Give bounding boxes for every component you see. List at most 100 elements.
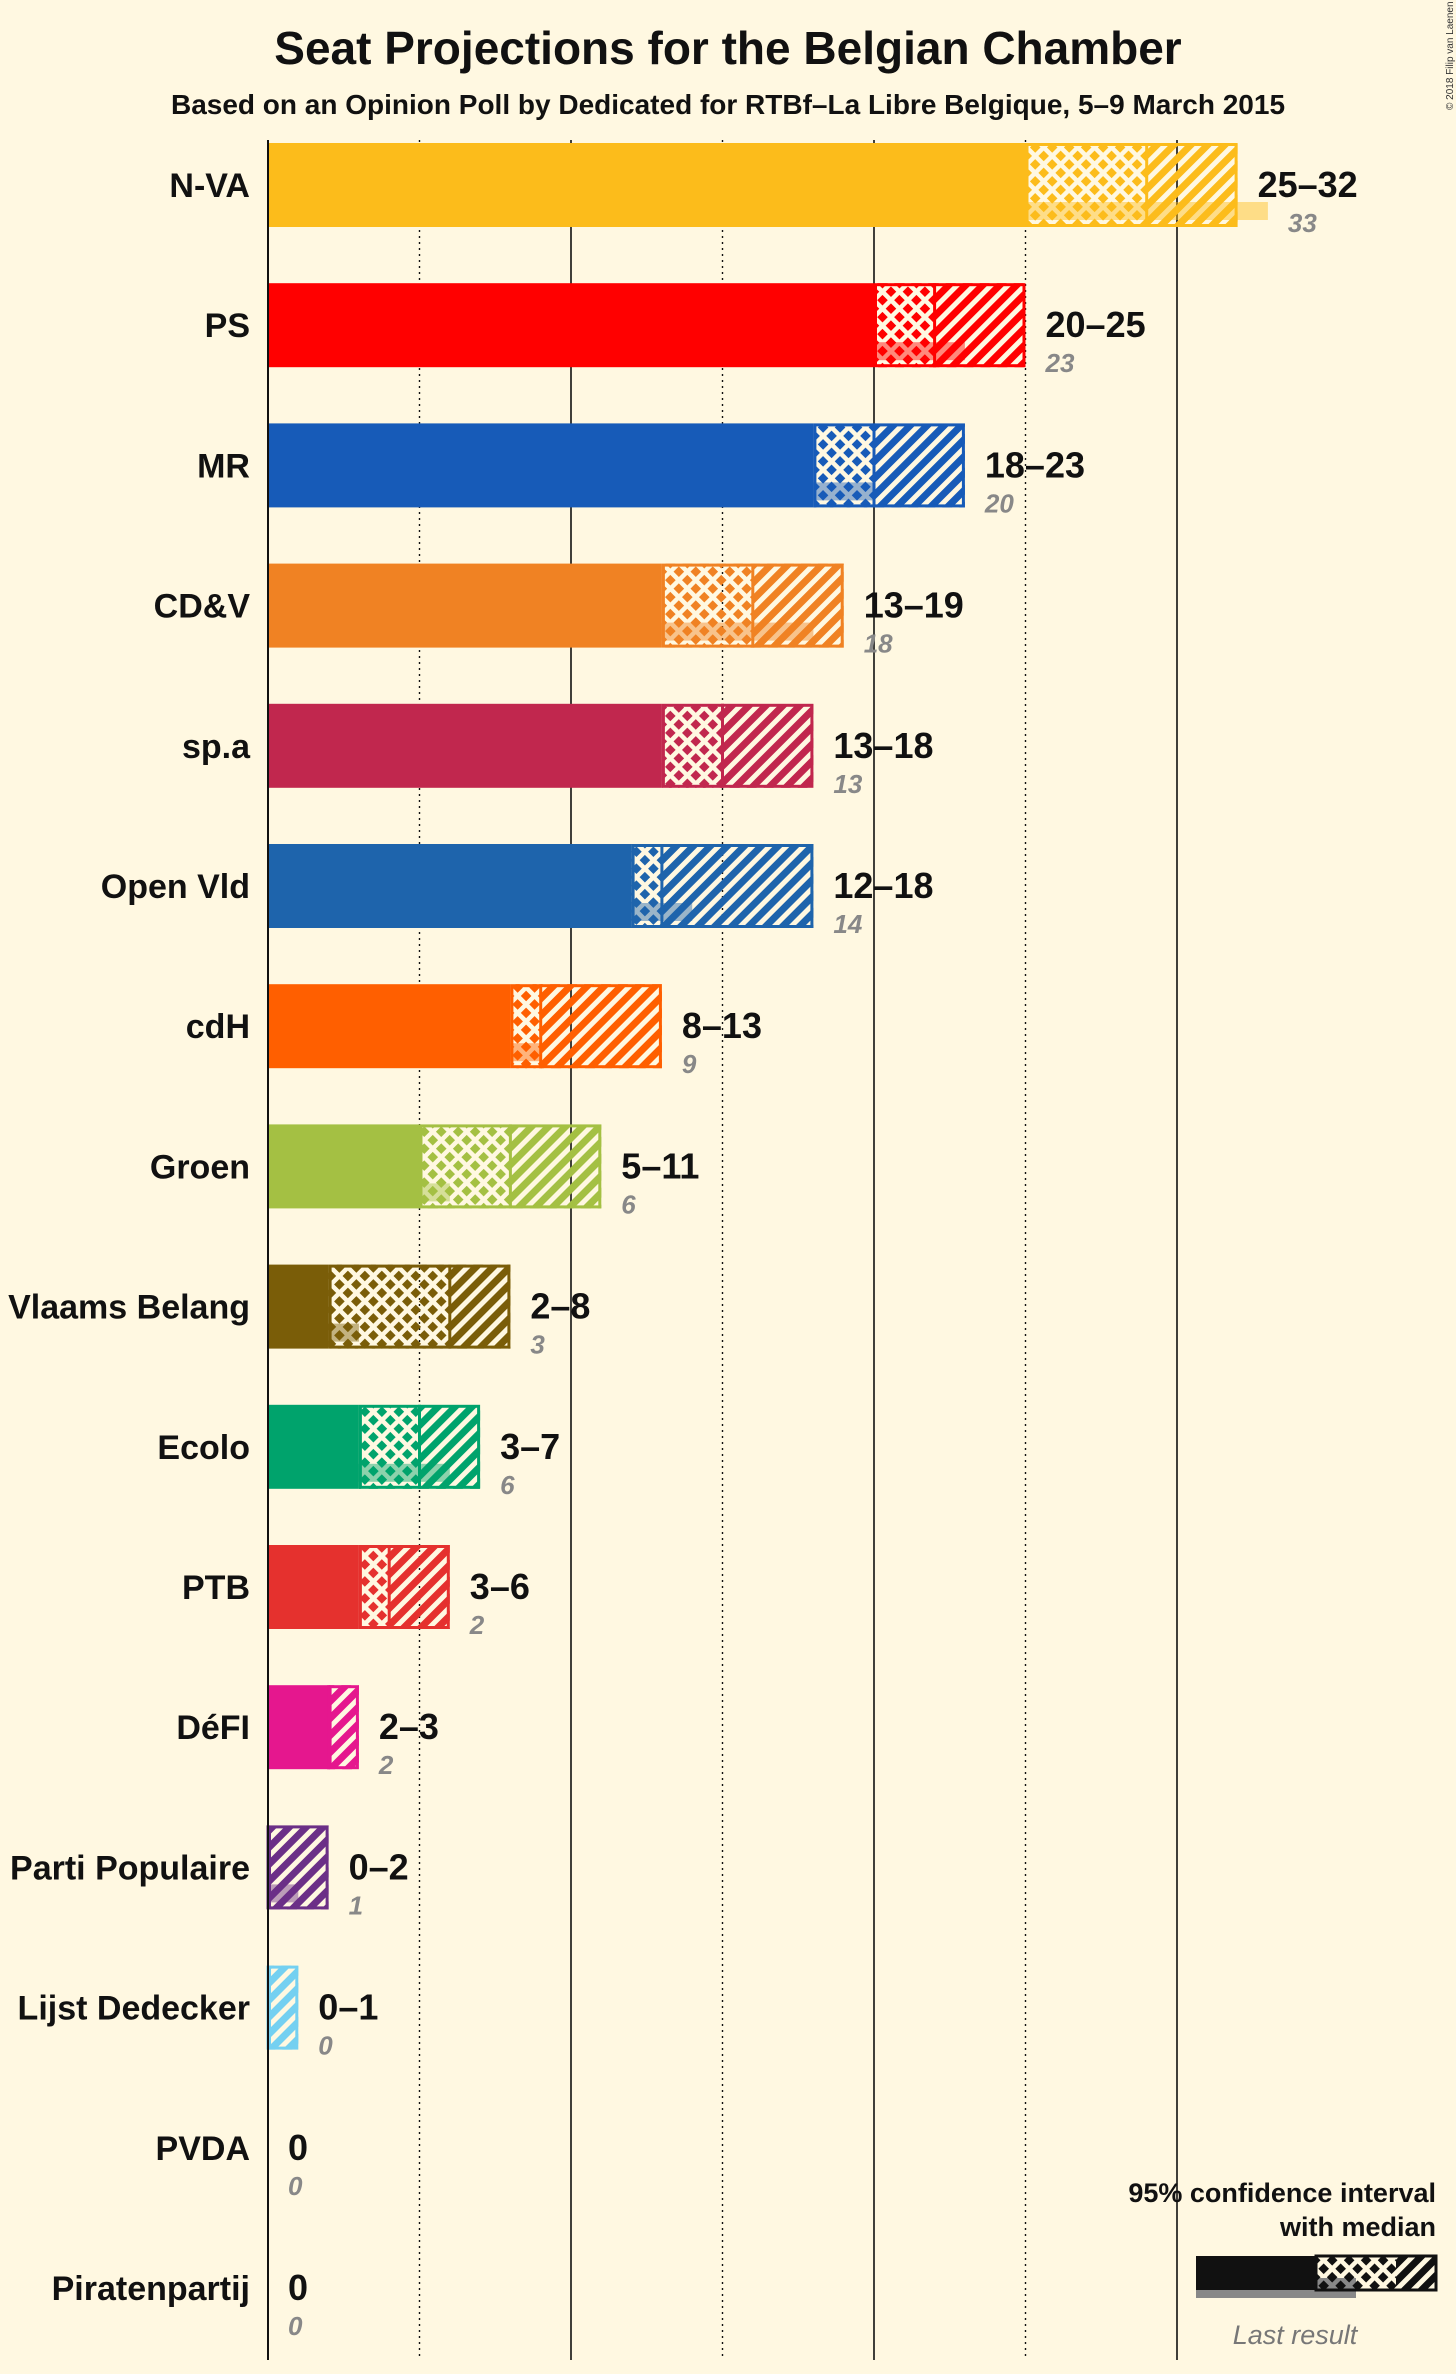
hatch-bar	[934, 283, 1026, 368]
confidence-interval-outline	[631, 844, 814, 928]
hatch-bar	[419, 1404, 481, 1489]
confidence-interval-outline	[874, 283, 1026, 368]
party-name: DéFI	[176, 1709, 250, 1747]
crosshatch-bar	[328, 1264, 450, 1349]
party-name: cdH	[186, 1008, 250, 1046]
legend-solid-bar	[1196, 2256, 1316, 2290]
range-label: 5–11	[621, 1145, 699, 1186]
crosshatch-bar	[419, 1124, 511, 1209]
range-label: 12–18	[833, 865, 933, 906]
legend-ci-label: 95% confidence interval	[1128, 2178, 1436, 2208]
party-name: sp.a	[182, 728, 251, 766]
party-name: PVDA	[156, 2130, 250, 2168]
hatch-bar	[510, 1124, 602, 1209]
hatch-bar	[874, 423, 965, 508]
hatch-bar	[752, 563, 844, 648]
party-name: Open Vld	[101, 868, 250, 906]
range-label: 0	[288, 2267, 308, 2308]
confidence-interval-outline	[510, 984, 662, 1069]
party-name: Ecolo	[157, 1429, 250, 1467]
solid-bar	[268, 143, 1026, 227]
last-result-label: 14	[833, 909, 862, 939]
crosshatch-bar	[813, 423, 874, 508]
party-row-lijst-dedecker: Lijst Dedecker 0–10	[18, 1965, 378, 2061]
confidence-interval-outline	[813, 423, 965, 508]
confidence-interval-outline	[358, 1545, 450, 1629]
legend-crosshatch-bar	[1316, 2256, 1396, 2290]
party-name: CD&V	[154, 588, 251, 626]
party-name: Lijst Dedecker	[18, 1990, 250, 2028]
party-name: N-VA	[169, 167, 250, 205]
party-row-cdh: cdH 8–139	[186, 984, 762, 1079]
hatch-bar	[389, 1545, 450, 1629]
party-row-ecolo: Ecolo 3–76	[157, 1404, 560, 1500]
confidence-interval-outline	[1025, 143, 1238, 227]
party-name: PTB	[182, 1569, 250, 1607]
hatch-bar	[268, 1965, 299, 2050]
solid-bar	[268, 1545, 359, 1629]
crosshatch-bar	[661, 703, 723, 788]
range-label: 0–1	[318, 1987, 378, 2028]
solid-bar	[268, 563, 662, 648]
legend-hatch-bar	[1396, 2256, 1436, 2290]
last-result-label: 3	[530, 1330, 545, 1360]
legend-median-label: with median	[1279, 2212, 1436, 2242]
last-result-label: 1	[349, 1890, 363, 1920]
hatch-bar	[449, 1264, 511, 1349]
party-row-parti-populaire: Parti Populaire 0–21	[10, 1825, 409, 1920]
solid-bar	[268, 1264, 329, 1349]
last-result-label: 2	[469, 1610, 485, 1640]
range-label: 13–18	[833, 725, 933, 766]
confidence-interval-outline	[328, 1264, 511, 1349]
solid-bar	[268, 844, 632, 928]
legend-last-result-label: Last result	[1233, 2320, 1359, 2350]
hatch-bar	[540, 984, 662, 1069]
hatch-bar	[268, 1825, 329, 1910]
confidence-interval-outline	[661, 703, 814, 788]
range-label: 2–3	[379, 1706, 439, 1747]
crosshatch-bar	[631, 844, 662, 928]
party-name: MR	[197, 447, 250, 485]
party-row-vlaams-belang: Vlaams Belang 2–83	[8, 1264, 590, 1360]
range-label: 0	[288, 2127, 308, 2168]
range-label: 3–7	[500, 1426, 560, 1467]
solid-bar	[268, 283, 874, 368]
copyright-note: © 2018 Filip van Laenen	[1445, 1, 1456, 110]
party-row-groen: Groen 5–116	[150, 1124, 699, 1219]
last-result-label: 33	[1288, 208, 1317, 238]
hatch-bar	[661, 844, 814, 928]
party-row-ptb: PTB 3–62	[182, 1545, 530, 1640]
gridlines	[418, 140, 1178, 2360]
range-label: 0–2	[349, 1846, 409, 1887]
last-result-label: 0	[288, 2311, 303, 2341]
last-result-label: 18	[864, 629, 893, 659]
party-row-pvda: PVDA 00	[156, 2127, 309, 2201]
party-name: Parti Populaire	[10, 1849, 250, 1887]
solid-bar	[268, 1404, 359, 1489]
party-row-d-fi: DéFI 2–32	[176, 1685, 439, 1780]
range-label: 2–8	[530, 1286, 590, 1327]
last-result-label: 0	[288, 2171, 303, 2201]
legend: 95% confidence interval with median Last…	[1128, 2178, 1438, 2350]
range-label: 13–19	[864, 585, 964, 626]
last-result-label: 2	[378, 1750, 394, 1780]
last-result-label: 6	[621, 1189, 636, 1219]
crosshatch-bar	[358, 1545, 390, 1629]
party-row-piratenpartij: Piratenpartij 00	[52, 2267, 308, 2341]
legend-ci-outline	[1314, 2254, 1438, 2292]
party-name: Vlaams Belang	[8, 1289, 250, 1327]
solid-bar	[268, 423, 814, 508]
hatch-bar	[328, 1685, 359, 1770]
party-name: PS	[205, 307, 250, 345]
solid-bar	[268, 1124, 420, 1209]
chart-title: Seat Projections for the Belgian Chamber	[274, 22, 1182, 74]
range-label: 8–13	[682, 1005, 762, 1046]
crosshatch-bar	[661, 563, 753, 648]
solid-bar	[268, 1685, 329, 1770]
hatch-bar	[722, 703, 814, 788]
